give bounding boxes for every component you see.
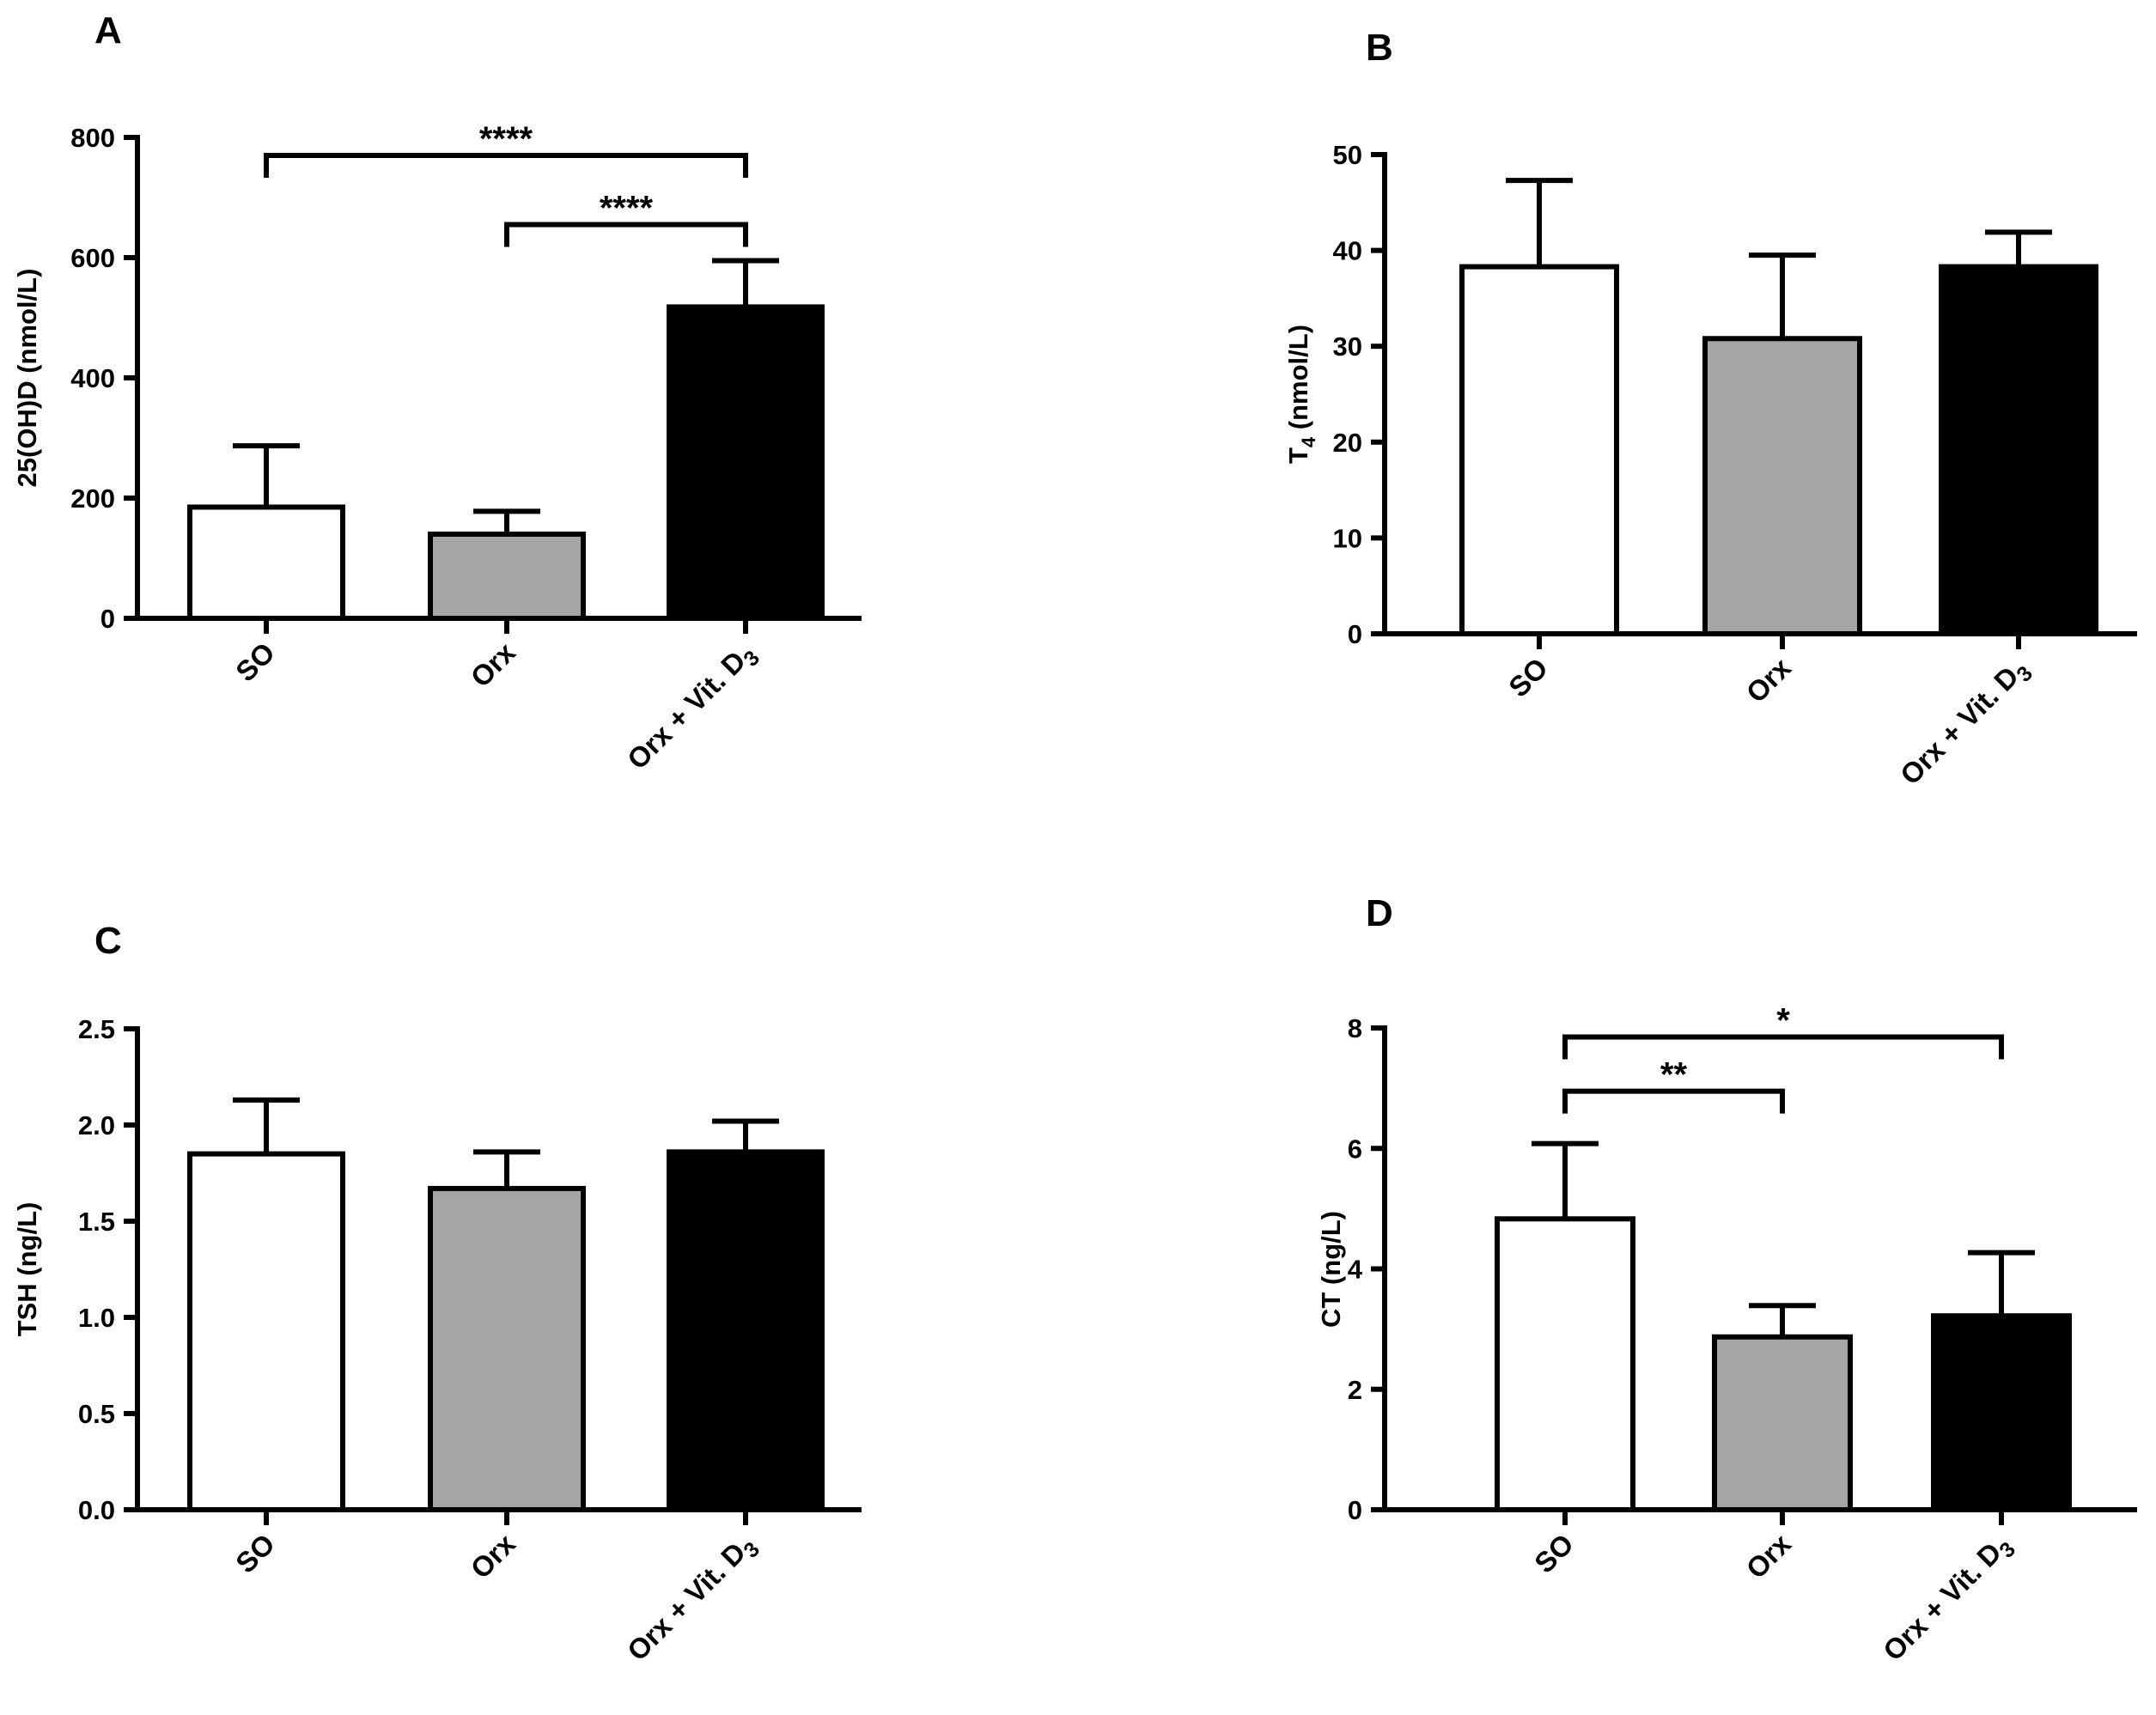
bar — [428, 1185, 586, 1513]
bar — [1712, 1334, 1853, 1512]
y-tick-label: 0 — [100, 604, 115, 634]
y-axis-label: CT (ng/L) — [1316, 1211, 1346, 1328]
y-axis-label: T4 (nmol/L) — [1283, 325, 1319, 464]
x-tick-label: Orx + Vit. D3 — [1894, 652, 2037, 795]
y-axis-label: 25(OH)D (nmol/L) — [12, 269, 42, 488]
panel-label: B — [1366, 27, 1393, 69]
significance-bracket — [264, 153, 748, 178]
x-tick-label: SO — [1528, 1528, 1580, 1579]
x-tick-label: Orx + Vit. D3 — [621, 636, 764, 780]
bar — [667, 304, 825, 621]
y-tick-label: 400 — [70, 363, 115, 393]
significance-bracket — [1562, 1088, 1785, 1114]
y-axis-label-subscript: 4 — [1298, 436, 1319, 447]
bar — [187, 1151, 345, 1512]
y-tick-label: 20 — [1333, 428, 1362, 458]
x-tick-label: Orx — [1740, 651, 1798, 709]
x-tick-label-subscript: 3 — [2012, 661, 2037, 687]
y-tick-label: 1.0 — [78, 1303, 115, 1333]
y-tick-label: 0.5 — [78, 1399, 115, 1429]
y-tick-label: 40 — [1333, 236, 1362, 266]
panel-a: A 25(OH)D (nmol/L) 0 200 400 600 800 SO Orx Orx +… — [12, 9, 862, 780]
significance-bracket — [504, 222, 748, 247]
y-tick-label: 8 — [1348, 1013, 1362, 1043]
significance-label: ** — [1660, 1056, 1688, 1094]
y-tick-label: 0 — [1348, 619, 1362, 649]
y-tick-label: 6 — [1348, 1134, 1362, 1164]
y-tick-label: 4 — [1348, 1255, 1363, 1285]
y-tick-label: 30 — [1333, 331, 1362, 362]
panel-label: C — [94, 920, 122, 962]
significance-label: **** — [479, 120, 533, 158]
y-tick-label: 2.5 — [78, 1014, 115, 1044]
bar — [667, 1149, 825, 1512]
x-tick-label: Orx + Vit. D3 — [1877, 1528, 2020, 1671]
significance-bracket — [1562, 1034, 2004, 1060]
bar — [1939, 264, 2098, 636]
y-axis-label-rest: (nmol/L) — [1283, 325, 1313, 437]
x-tick-label: SO — [1502, 652, 1554, 703]
bar — [1459, 264, 1619, 636]
x-tick-label: SO — [229, 636, 281, 688]
y-tick-label: 200 — [70, 483, 115, 514]
panel-c: C TSH (ng/L) 0.0 0.5 1.0 1.5 2.0 2.5 SO Orx Orx + … — [12, 920, 862, 1671]
significance-label: **** — [600, 190, 654, 228]
x-tick-label: Orx — [465, 1527, 522, 1584]
panel-label: A — [94, 9, 122, 52]
y-axis-label: TSH (ng/L) — [12, 1202, 42, 1337]
y-tick-label: 2 — [1348, 1375, 1362, 1405]
x-tick-label: SO — [229, 1528, 281, 1579]
y-tick-label: 1.5 — [78, 1207, 115, 1237]
bar — [428, 532, 586, 621]
y-tick-label: 50 — [1333, 140, 1362, 170]
x-tick-label-subscript: 3 — [1995, 1537, 2020, 1563]
x-tick-label-subscript: 3 — [739, 646, 764, 672]
significance-label: * — [1776, 1002, 1790, 1040]
y-tick-label: 0.0 — [78, 1495, 115, 1525]
panel-label: D — [1366, 892, 1393, 934]
bar — [1702, 336, 1862, 636]
panel-b: B T4 (nmol/L) 0 10 20 30 40 50 SO Orx Orx + Vit. D… — [1283, 27, 2137, 795]
bar — [187, 504, 345, 621]
x-tick-label-subscript: 3 — [739, 1537, 764, 1563]
x-tick-label: Orx — [465, 636, 522, 693]
x-tick-label: Orx — [1740, 1527, 1798, 1584]
bar — [1931, 1313, 2072, 1513]
y-tick-label: 0 — [1348, 1495, 1362, 1525]
bar — [1495, 1216, 1635, 1512]
y-tick-label: 2.0 — [78, 1110, 115, 1140]
y-tick-label: 600 — [70, 243, 115, 273]
y-tick-label: 10 — [1333, 523, 1362, 553]
y-tick-label: 800 — [70, 123, 115, 153]
x-tick-label: Orx + Vit. D3 — [621, 1528, 764, 1671]
